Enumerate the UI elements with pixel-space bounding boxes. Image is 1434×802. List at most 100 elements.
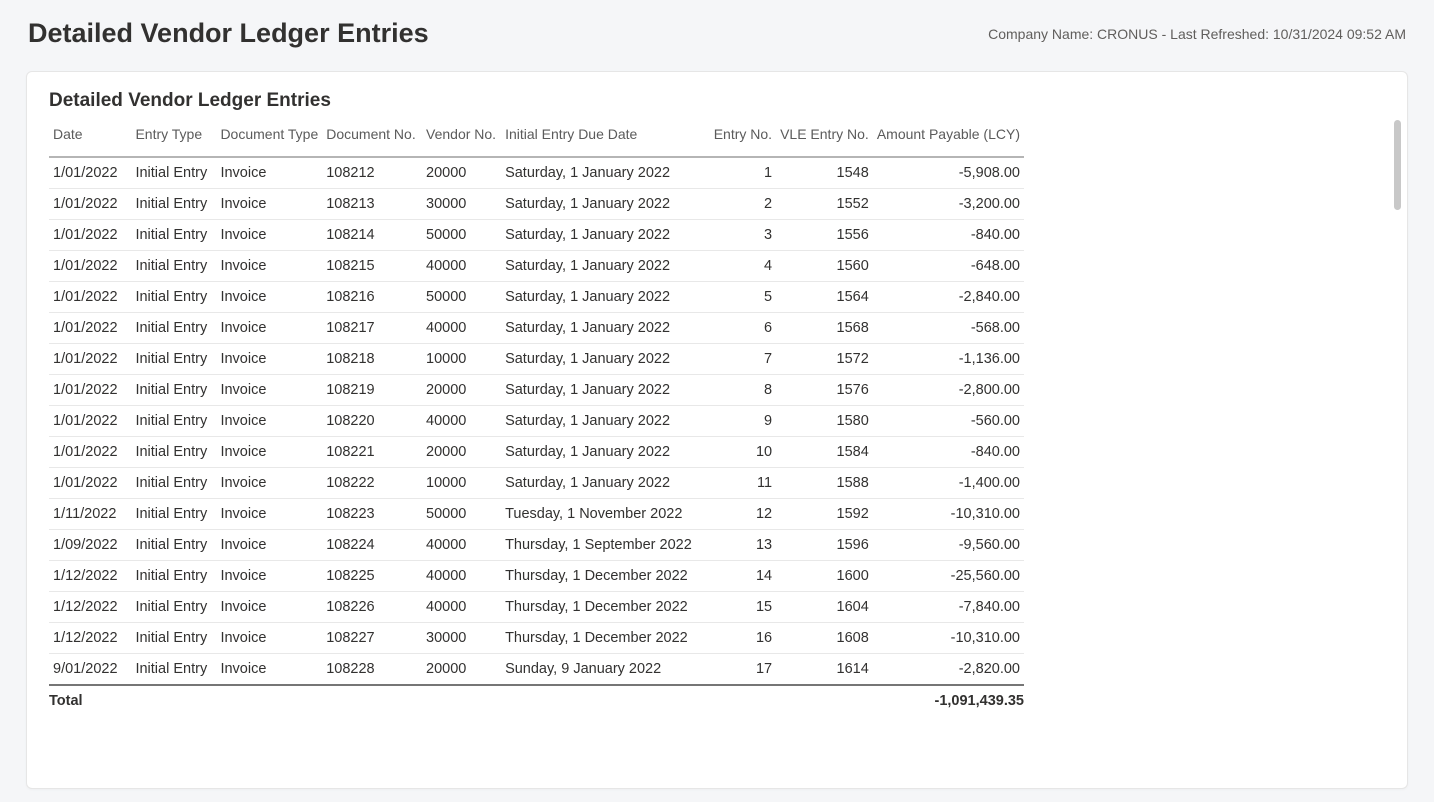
cell-vle_no: 1588 bbox=[776, 468, 873, 499]
table-row[interactable]: 1/11/2022Initial EntryInvoice10822350000… bbox=[49, 499, 1024, 530]
table-row[interactable]: 1/01/2022Initial EntryInvoice10821650000… bbox=[49, 282, 1024, 313]
cell-entry_no: 13 bbox=[710, 530, 776, 561]
cell-vendor_no: 20000 bbox=[422, 437, 501, 468]
cell-doc_no: 108223 bbox=[322, 499, 422, 530]
cell-due_date: Saturday, 1 January 2022 bbox=[501, 375, 710, 406]
cell-entry_type: Initial Entry bbox=[131, 406, 216, 437]
page-title: Detailed Vendor Ledger Entries bbox=[28, 18, 429, 49]
cell-vle_no: 1548 bbox=[776, 157, 873, 189]
total-amount: -1,091,439.35 bbox=[873, 685, 1024, 709]
cell-due_date: Saturday, 1 January 2022 bbox=[501, 406, 710, 437]
cell-entry_no: 5 bbox=[710, 282, 776, 313]
cell-due_date: Saturday, 1 January 2022 bbox=[501, 189, 710, 220]
cell-doc_type: Invoice bbox=[216, 561, 322, 592]
cell-vendor_no: 40000 bbox=[422, 592, 501, 623]
cell-doc_no: 108219 bbox=[322, 375, 422, 406]
table-row[interactable]: 1/01/2022Initial EntryInvoice10822120000… bbox=[49, 437, 1024, 468]
scrollbar-thumb[interactable] bbox=[1394, 120, 1401, 210]
table-footer: Total -1,091,439.35 bbox=[49, 685, 1024, 709]
cell-due_date: Thursday, 1 December 2022 bbox=[501, 592, 710, 623]
cell-date: 1/11/2022 bbox=[49, 499, 131, 530]
cell-doc_no: 108217 bbox=[322, 313, 422, 344]
table-total-row: Total -1,091,439.35 bbox=[49, 685, 1024, 709]
cell-due_date: Saturday, 1 January 2022 bbox=[501, 157, 710, 189]
table-row[interactable]: 1/01/2022Initial EntryInvoice10821540000… bbox=[49, 251, 1024, 282]
cell-date: 1/01/2022 bbox=[49, 406, 131, 437]
cell-vle_no: 1576 bbox=[776, 375, 873, 406]
cell-doc_no: 108222 bbox=[322, 468, 422, 499]
cell-vendor_no: 40000 bbox=[422, 530, 501, 561]
cell-doc_type: Invoice bbox=[216, 375, 322, 406]
cell-amount: -2,820.00 bbox=[873, 654, 1024, 686]
cell-entry_type: Initial Entry bbox=[131, 499, 216, 530]
column-header-date[interactable]: Date bbox=[49, 118, 131, 157]
cell-entry_no: 14 bbox=[710, 561, 776, 592]
cell-date: 1/12/2022 bbox=[49, 561, 131, 592]
table-row[interactable]: 1/12/2022Initial EntryInvoice10822730000… bbox=[49, 623, 1024, 654]
cell-due_date: Thursday, 1 December 2022 bbox=[501, 623, 710, 654]
cell-doc_type: Invoice bbox=[216, 344, 322, 375]
table-row[interactable]: 1/12/2022Initial EntryInvoice10822640000… bbox=[49, 592, 1024, 623]
cell-entry_no: 11 bbox=[710, 468, 776, 499]
cell-entry_no: 8 bbox=[710, 375, 776, 406]
table-header: DateEntry TypeDocument TypeDocument No.V… bbox=[49, 118, 1024, 157]
cell-vle_no: 1596 bbox=[776, 530, 873, 561]
table-row[interactable]: 1/01/2022Initial EntryInvoice10822210000… bbox=[49, 468, 1024, 499]
table-row[interactable]: 1/01/2022Initial EntryInvoice10822040000… bbox=[49, 406, 1024, 437]
cell-due_date: Tuesday, 1 November 2022 bbox=[501, 499, 710, 530]
cell-amount: -3,200.00 bbox=[873, 189, 1024, 220]
table-row[interactable]: 1/01/2022Initial EntryInvoice10821920000… bbox=[49, 375, 1024, 406]
cell-date: 1/01/2022 bbox=[49, 375, 131, 406]
cell-date: 1/01/2022 bbox=[49, 282, 131, 313]
cell-vle_no: 1592 bbox=[776, 499, 873, 530]
cell-entry_type: Initial Entry bbox=[131, 220, 216, 251]
cell-entry_type: Initial Entry bbox=[131, 282, 216, 313]
column-header-entry_type[interactable]: Entry Type bbox=[131, 118, 216, 157]
column-header-doc_type[interactable]: Document Type bbox=[216, 118, 322, 157]
cell-doc_no: 108225 bbox=[322, 561, 422, 592]
column-header-vendor_no[interactable]: Vendor No. bbox=[422, 118, 501, 157]
table-row[interactable]: 1/01/2022Initial EntryInvoice10821810000… bbox=[49, 344, 1024, 375]
table-row[interactable]: 1/12/2022Initial EntryInvoice10822540000… bbox=[49, 561, 1024, 592]
cell-date: 1/01/2022 bbox=[49, 220, 131, 251]
cell-date: 1/01/2022 bbox=[49, 313, 131, 344]
cell-vendor_no: 10000 bbox=[422, 344, 501, 375]
cell-amount: -840.00 bbox=[873, 220, 1024, 251]
cell-vendor_no: 10000 bbox=[422, 468, 501, 499]
cell-amount: -648.00 bbox=[873, 251, 1024, 282]
cell-doc_no: 108221 bbox=[322, 437, 422, 468]
ledger-table: DateEntry TypeDocument TypeDocument No.V… bbox=[49, 118, 1024, 709]
total-label: Total bbox=[49, 685, 873, 709]
cell-vle_no: 1560 bbox=[776, 251, 873, 282]
cell-vendor_no: 20000 bbox=[422, 375, 501, 406]
column-header-amount[interactable]: Amount Payable (LCY) bbox=[873, 118, 1024, 157]
column-header-doc_no[interactable]: Document No. bbox=[322, 118, 422, 157]
cell-doc_type: Invoice bbox=[216, 437, 322, 468]
column-header-due_date[interactable]: Initial Entry Due Date bbox=[501, 118, 710, 157]
column-header-vle_no[interactable]: VLE Entry No. bbox=[776, 118, 873, 157]
cell-due_date: Saturday, 1 January 2022 bbox=[501, 437, 710, 468]
cell-entry_type: Initial Entry bbox=[131, 530, 216, 561]
cell-amount: -2,800.00 bbox=[873, 375, 1024, 406]
cell-doc_no: 108220 bbox=[322, 406, 422, 437]
cell-amount: -10,310.00 bbox=[873, 623, 1024, 654]
table-row[interactable]: 1/01/2022Initial EntryInvoice10821740000… bbox=[49, 313, 1024, 344]
cell-entry_no: 17 bbox=[710, 654, 776, 686]
column-header-entry_no[interactable]: Entry No. bbox=[710, 118, 776, 157]
table-row[interactable]: 1/09/2022Initial EntryInvoice10822440000… bbox=[49, 530, 1024, 561]
cell-vle_no: 1600 bbox=[776, 561, 873, 592]
cell-doc_type: Invoice bbox=[216, 499, 322, 530]
company-refresh-text: Company Name: CRONUS - Last Refreshed: 1… bbox=[988, 26, 1406, 42]
cell-entry_type: Initial Entry bbox=[131, 344, 216, 375]
cell-entry_no: 10 bbox=[710, 437, 776, 468]
cell-doc_type: Invoice bbox=[216, 220, 322, 251]
cell-doc_no: 108216 bbox=[322, 282, 422, 313]
cell-vle_no: 1556 bbox=[776, 220, 873, 251]
cell-amount: -2,840.00 bbox=[873, 282, 1024, 313]
cell-date: 1/01/2022 bbox=[49, 157, 131, 189]
table-row[interactable]: 1/01/2022Initial EntryInvoice10821330000… bbox=[49, 189, 1024, 220]
table-row[interactable]: 1/01/2022Initial EntryInvoice10821450000… bbox=[49, 220, 1024, 251]
cell-vle_no: 1552 bbox=[776, 189, 873, 220]
table-row[interactable]: 9/01/2022Initial EntryInvoice10822820000… bbox=[49, 654, 1024, 686]
table-row[interactable]: 1/01/2022Initial EntryInvoice10821220000… bbox=[49, 157, 1024, 189]
